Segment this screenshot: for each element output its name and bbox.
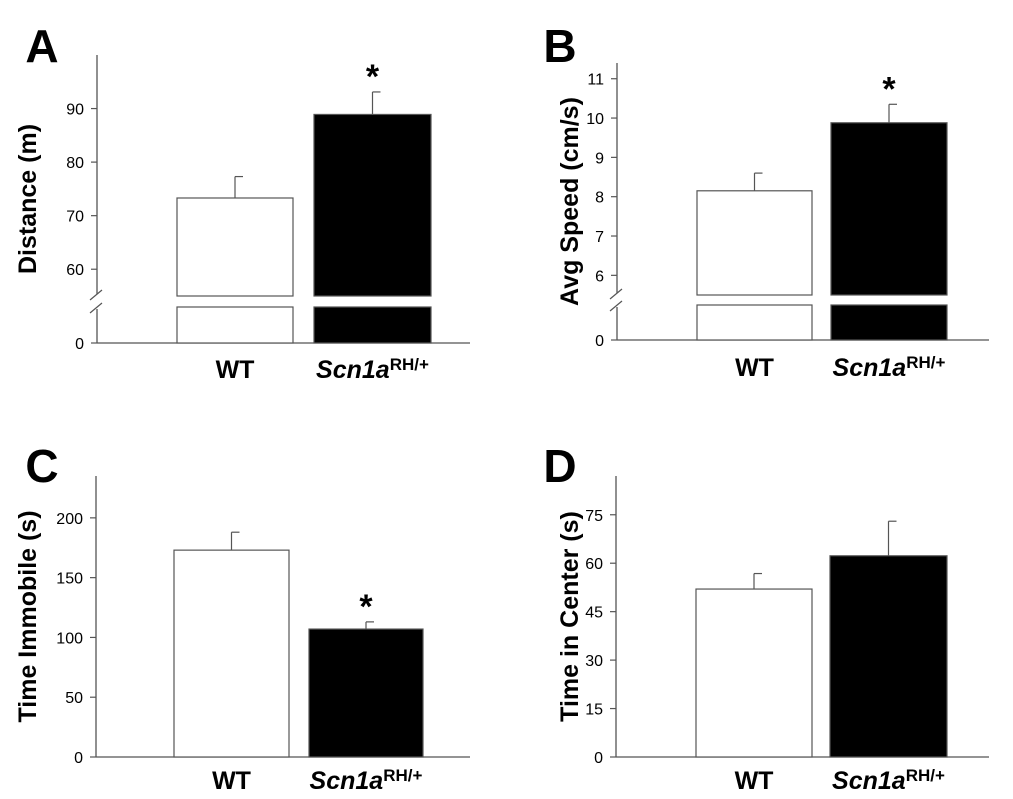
bar-scn1a xyxy=(830,122,948,296)
x-category-label: Scn1aRH/+ xyxy=(833,353,946,382)
panel-letter: C xyxy=(25,440,58,492)
x-category-label: WT xyxy=(735,767,774,795)
panel-a: A Distance (m) 0 60 70 80 90 WT * Scn1aRH/+ xyxy=(14,20,470,384)
y-tick-label: 0 xyxy=(74,750,83,767)
bar-break-gap xyxy=(312,297,433,306)
bar-break-gap xyxy=(175,297,295,306)
x-category-label: WT xyxy=(212,767,251,795)
significance-star: * xyxy=(882,70,896,108)
bar-scn1a xyxy=(313,113,432,297)
axis-break-mark xyxy=(609,288,623,300)
y-tick-label: 11 xyxy=(587,72,604,89)
axis-break-mark xyxy=(89,302,103,314)
x-category-label: Scn1aRH/+ xyxy=(310,766,423,795)
bar-break-gap xyxy=(829,296,949,304)
significance-star: * xyxy=(366,58,380,96)
panel-letter: A xyxy=(25,20,58,72)
y-tick-label: 50 xyxy=(65,690,83,707)
axis-break-mark xyxy=(89,289,103,301)
bar-scn1a-lower xyxy=(313,306,432,344)
bar-scn1a xyxy=(308,628,424,758)
y-tick-label: 0 xyxy=(75,336,84,353)
axis-break-mark xyxy=(609,300,623,312)
y-tick-label: 45 xyxy=(585,605,603,622)
bar-scn1a-lower xyxy=(830,304,948,341)
y-tick-label: 30 xyxy=(585,653,603,670)
y-tick-label: 6 xyxy=(595,268,604,285)
bar-wt-lower xyxy=(176,306,294,344)
y-tick-label: 8 xyxy=(595,190,604,207)
panel-d: D Time in Center (s) 0 15 30 45 60 75 WT Scn1aRH/… xyxy=(543,440,989,795)
y-tick-label: 200 xyxy=(56,511,83,528)
x-category-label: Scn1aRH/+ xyxy=(832,766,945,795)
y-tick-label: 70 xyxy=(66,209,84,226)
x-category-label: WT xyxy=(735,354,774,382)
panel-letter: D xyxy=(543,440,576,492)
y-tick-label: 60 xyxy=(66,262,84,279)
y-tick-label: 0 xyxy=(594,750,603,767)
x-category-label: WT xyxy=(216,356,255,384)
significance-star: * xyxy=(359,588,373,626)
bar-wt-lower xyxy=(696,304,813,341)
panel-letter: B xyxy=(543,20,576,72)
y-tick-label: 90 xyxy=(66,102,84,119)
y-tick-label: 0 xyxy=(595,333,604,350)
y-tick-label: 7 xyxy=(595,229,604,246)
y-tick-label: 100 xyxy=(56,630,83,647)
bar-wt xyxy=(696,190,813,296)
bar-scn1a xyxy=(829,555,948,758)
y-tick-label: 60 xyxy=(585,556,603,573)
y-tick-label: 10 xyxy=(586,111,604,128)
y-axis-label: Time in Center (s) xyxy=(556,511,584,722)
y-tick-label: 9 xyxy=(595,150,604,167)
panel-b: B Avg Speed (cm/s) 0 6 7 8 9 10 11 WT * Scn1aRH/+ xyxy=(543,20,989,382)
y-axis-label: Time Immobile (s) xyxy=(14,510,42,722)
y-tick-label: 15 xyxy=(585,702,603,719)
bar-wt xyxy=(176,197,294,297)
y-tick-label: 75 xyxy=(585,508,603,525)
y-tick-label: 80 xyxy=(66,155,84,172)
bar-wt xyxy=(695,588,813,758)
x-category-label: Scn1aRH/+ xyxy=(316,355,429,384)
bar-wt xyxy=(173,549,290,758)
y-axis-label: Distance (m) xyxy=(14,124,42,274)
bar-break-gap xyxy=(695,296,814,304)
y-axis-label: Avg Speed (cm/s) xyxy=(556,97,584,306)
y-tick-label: 150 xyxy=(56,571,83,588)
panel-c: C Time Immobile (s) 0 50 100 150 200 WT * Scn1aRH… xyxy=(14,440,470,795)
